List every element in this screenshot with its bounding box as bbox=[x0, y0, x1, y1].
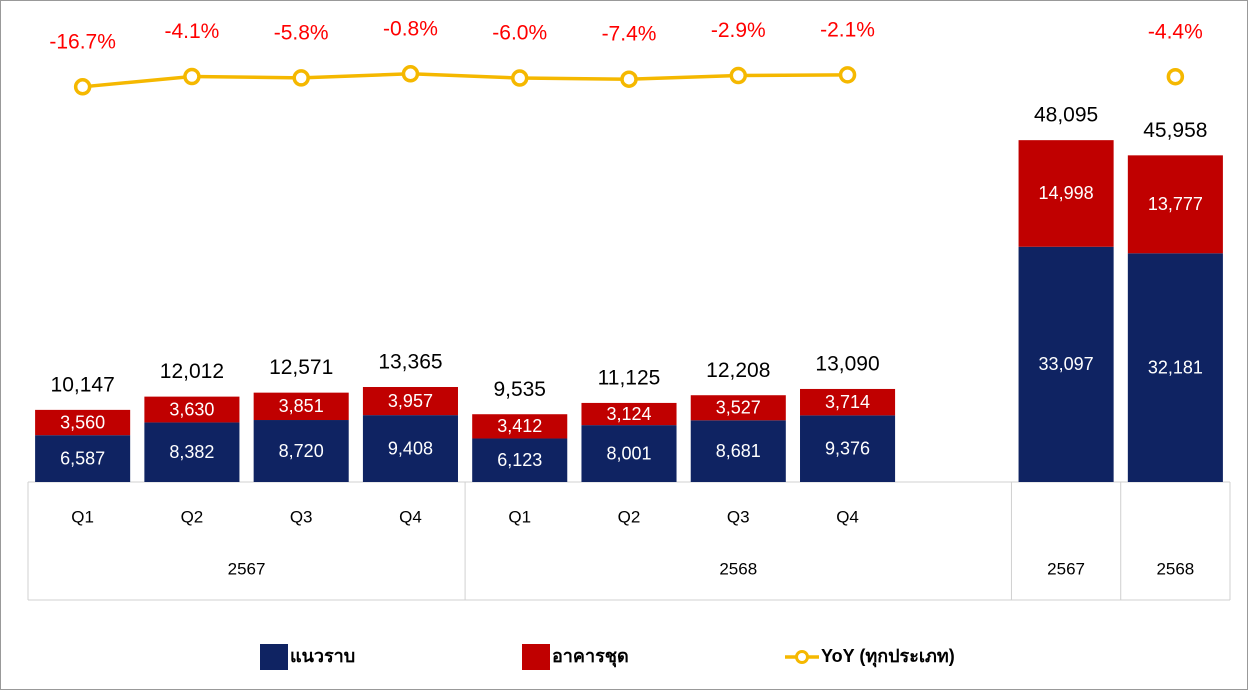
yoy-label: -6.0% bbox=[492, 22, 547, 45]
legend-label: YoY (ทุกประเภท) bbox=[821, 646, 955, 668]
bar-value-label: 9,376 bbox=[825, 438, 870, 458]
total-label: 12,571 bbox=[269, 356, 333, 379]
bar-segment bbox=[1018, 246, 1114, 482]
legend-swatch bbox=[260, 644, 288, 670]
legend-swatch bbox=[522, 644, 550, 670]
bar-value-label: 3,714 bbox=[825, 392, 870, 412]
legend-label: แนวราบ bbox=[290, 646, 355, 666]
bar-segment bbox=[144, 422, 240, 482]
bar-segment bbox=[690, 420, 786, 482]
bar-value-label: 3,527 bbox=[716, 398, 761, 418]
yoy-label: -16.7% bbox=[49, 30, 116, 53]
x-tick-label: Q4 bbox=[836, 507, 859, 526]
yoy-label: -0.8% bbox=[383, 17, 438, 40]
total-label: 13,090 bbox=[815, 353, 879, 376]
bar-segment bbox=[144, 396, 240, 423]
bar-value-label: 33,097 bbox=[1039, 354, 1094, 374]
yoy-point bbox=[292, 69, 310, 87]
bar-segment bbox=[253, 420, 349, 482]
bar-value-label: 3,560 bbox=[60, 412, 105, 432]
bar-segment bbox=[35, 409, 131, 436]
legend-marker bbox=[795, 650, 809, 664]
bar-value-label: 32,181 bbox=[1148, 357, 1203, 377]
bar-value-label: 3,630 bbox=[169, 399, 214, 419]
x-tick-label: Q2 bbox=[181, 507, 204, 526]
bar-value-label: 3,124 bbox=[606, 404, 651, 424]
bar-value-label: 13,777 bbox=[1148, 194, 1203, 214]
yoy-line bbox=[82, 72, 848, 89]
legend-label: อาคารชุด bbox=[552, 646, 629, 668]
bar-value-label: 14,998 bbox=[1039, 183, 1094, 203]
bar-segment bbox=[1018, 140, 1114, 247]
bar-segment bbox=[800, 388, 896, 416]
x-tick-label: Q4 bbox=[399, 507, 422, 526]
x-tick-label: Q3 bbox=[290, 507, 313, 526]
group-label: 2568 bbox=[719, 559, 757, 578]
total-label: 45,958 bbox=[1143, 119, 1207, 142]
bar-value-label: 8,681 bbox=[716, 441, 761, 461]
yoy-label: -5.8% bbox=[274, 21, 329, 44]
yoy-label: -4.4% bbox=[1148, 20, 1203, 43]
bar-segment bbox=[1127, 155, 1223, 254]
bar-value-label: 6,587 bbox=[60, 448, 105, 468]
yoy-point bbox=[510, 69, 529, 87]
group-label: 2568 bbox=[1156, 559, 1194, 578]
bar-value-label: 8,001 bbox=[606, 443, 651, 463]
group-label: 2567 bbox=[228, 559, 266, 578]
total-label: 10,147 bbox=[51, 373, 115, 396]
yoy-label: -2.9% bbox=[711, 19, 766, 42]
bar-segment bbox=[253, 392, 349, 421]
bar-segment bbox=[581, 402, 677, 426]
group-label: 2567 bbox=[1047, 559, 1085, 578]
x-tick-label: Q3 bbox=[727, 507, 750, 526]
total-label: 12,208 bbox=[706, 359, 770, 382]
yoy-point bbox=[401, 65, 420, 83]
bar-segment bbox=[362, 415, 458, 482]
bar-value-label: 8,382 bbox=[169, 442, 214, 462]
bar-value-label: 3,851 bbox=[279, 396, 324, 416]
bar-value-label: 6,123 bbox=[497, 450, 542, 470]
x-tick-label: Q1 bbox=[71, 507, 94, 526]
bar-segment bbox=[1127, 253, 1223, 482]
bar-value-label: 8,720 bbox=[279, 441, 324, 461]
yoy-point bbox=[1166, 67, 1185, 86]
yoy-label: -4.1% bbox=[164, 20, 219, 43]
yoy-label: -2.1% bbox=[820, 18, 875, 41]
total-label: 48,095 bbox=[1034, 104, 1098, 127]
yoy-point bbox=[620, 70, 638, 88]
bar-value-label: 3,412 bbox=[497, 416, 542, 436]
yoy-point bbox=[183, 67, 201, 86]
yoy-point bbox=[838, 66, 857, 84]
total-label: 9,535 bbox=[493, 378, 546, 401]
bar-segment bbox=[800, 415, 896, 482]
x-tick-label: Q1 bbox=[508, 507, 531, 526]
yoy-label: -7.4% bbox=[602, 23, 657, 46]
bar-segment bbox=[362, 387, 458, 416]
bar-segment bbox=[472, 414, 568, 439]
bar-value-label: 3,957 bbox=[388, 391, 433, 411]
bar-value-label: 9,408 bbox=[388, 438, 433, 458]
yoy-point bbox=[73, 78, 92, 96]
bar-segment bbox=[690, 395, 786, 421]
x-tick-label: Q2 bbox=[618, 507, 641, 526]
total-label: 12,012 bbox=[160, 360, 224, 383]
yoy-point bbox=[729, 66, 748, 85]
bar-segment bbox=[581, 425, 677, 482]
bar-segment bbox=[35, 435, 131, 482]
bar-segment bbox=[472, 438, 568, 482]
total-label: 11,125 bbox=[598, 366, 661, 389]
total-label: 13,365 bbox=[378, 351, 442, 374]
